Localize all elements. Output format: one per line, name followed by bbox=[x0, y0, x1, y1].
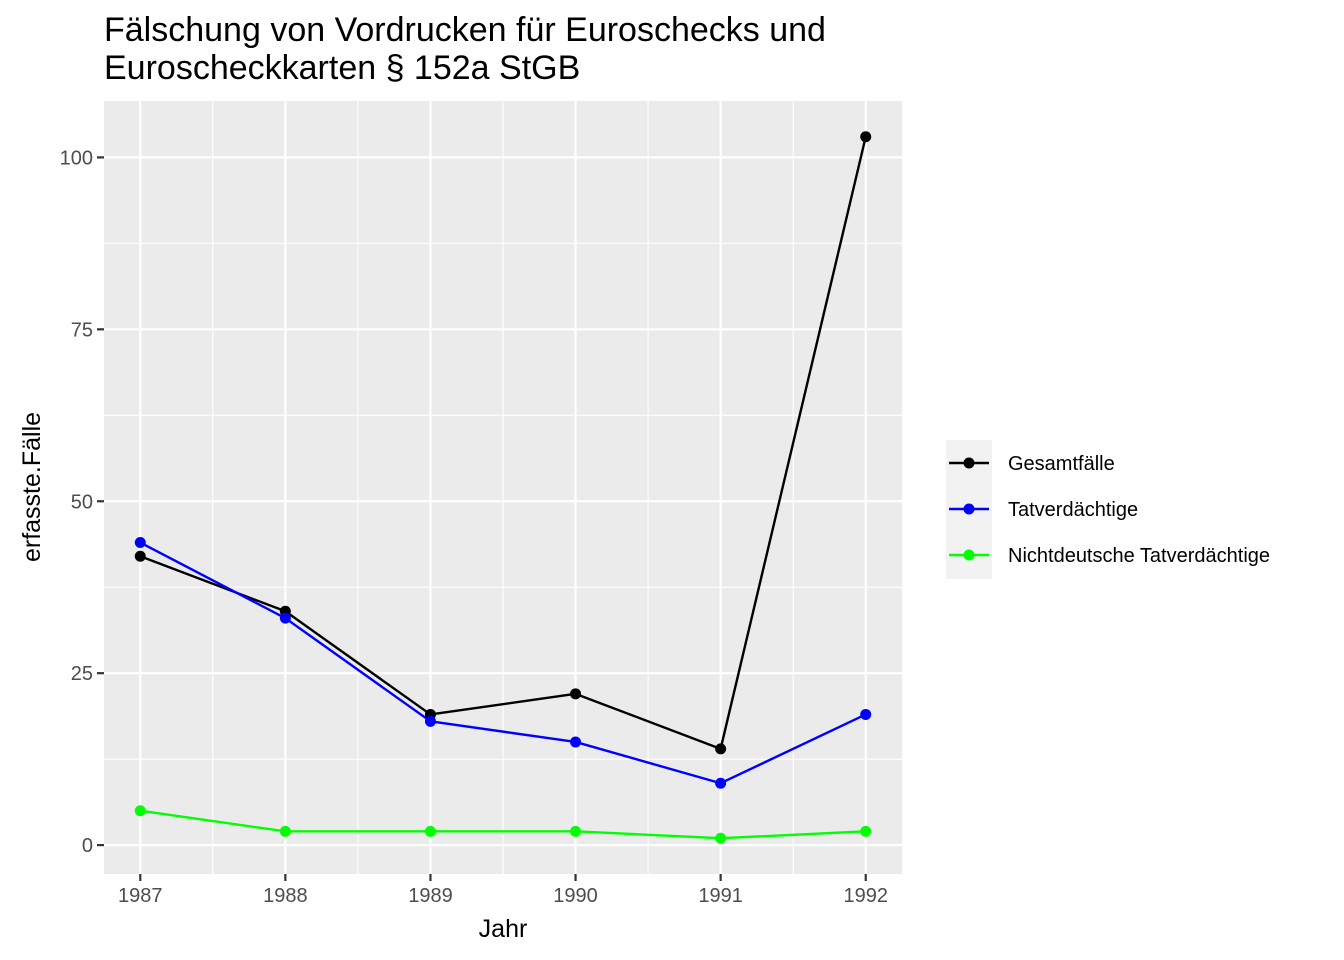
x-tick-label: 1991 bbox=[698, 885, 743, 907]
x-tick-label: 1992 bbox=[843, 885, 888, 907]
data-point bbox=[279, 612, 291, 624]
x-tick-label: 1990 bbox=[553, 885, 598, 907]
chart-title-line-1: Fälschung von Vordrucken für Euroschecks… bbox=[104, 11, 826, 49]
legend-label: Nichtdeutsche Tatverdächtige bbox=[1008, 545, 1270, 567]
grid-minor bbox=[104, 101, 902, 874]
y-tick-label: 100 bbox=[60, 147, 93, 169]
y-tick-label: 0 bbox=[82, 835, 93, 857]
x-axis: 1987 1988 1989 1990 1991 1992 bbox=[118, 874, 888, 907]
series-line-1 bbox=[139, 541, 867, 785]
legend: Gesamtfälle Tatverdächtige Nichtdeutsche T… bbox=[949, 453, 1270, 567]
x-tick-label: 1987 bbox=[118, 885, 163, 907]
data-point bbox=[134, 550, 146, 562]
series-line-0 bbox=[139, 136, 867, 751]
data-point bbox=[424, 825, 436, 837]
legend-key-point bbox=[963, 549, 975, 561]
legend-label: Tatverdächtige bbox=[1008, 499, 1138, 521]
y-tick-label: 50 bbox=[71, 491, 93, 513]
y-axis-title: erfasste.Fälle bbox=[18, 412, 46, 562]
data-point bbox=[715, 743, 727, 755]
series-layer bbox=[134, 131, 872, 844]
x-axis-title: Jahr bbox=[479, 915, 528, 943]
legend-key-point bbox=[963, 457, 975, 469]
series-line-2 bbox=[140, 809, 866, 840]
data-point bbox=[715, 777, 727, 789]
y-tick-label: 75 bbox=[71, 319, 93, 341]
chart-title-line-2: Euroscheckkarten § 152a StGB bbox=[104, 49, 580, 87]
data-point bbox=[860, 708, 872, 720]
data-point bbox=[279, 825, 291, 837]
data-point bbox=[570, 825, 582, 837]
data-point bbox=[134, 537, 146, 549]
y-axis: 0 25 50 75 100 bbox=[60, 147, 104, 857]
legend-label: Gesamtfälle bbox=[1008, 453, 1115, 475]
data-point bbox=[860, 825, 872, 837]
data-point bbox=[715, 832, 727, 844]
legend-key-point bbox=[963, 503, 975, 515]
x-tick-label: 1989 bbox=[408, 885, 453, 907]
data-point bbox=[134, 805, 146, 817]
data-point bbox=[860, 131, 872, 143]
data-point bbox=[570, 688, 582, 700]
x-tick-label: 1988 bbox=[263, 885, 308, 907]
data-point bbox=[424, 715, 436, 727]
y-tick-label: 25 bbox=[71, 663, 93, 685]
data-point bbox=[570, 736, 582, 748]
